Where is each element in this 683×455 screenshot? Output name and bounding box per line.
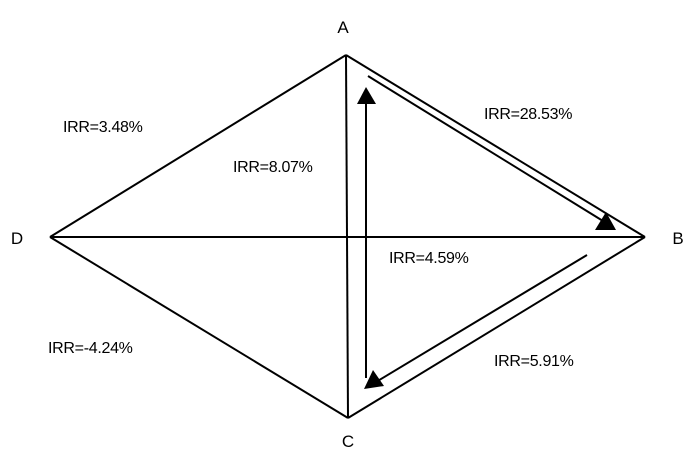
arrowhead-at-b-icon bbox=[595, 212, 616, 230]
edge-label-d-c: IRR=-4.24% bbox=[48, 340, 133, 357]
vertex-label-c: C bbox=[342, 432, 354, 451]
edge-b-c bbox=[347, 236, 646, 419]
arrowhead-at-a-icon bbox=[357, 87, 376, 104]
flow-c-to-a-arrow bbox=[357, 87, 376, 378]
edge-label-b-c: IRR=5.91% bbox=[494, 353, 574, 370]
edge-d-a bbox=[49, 54, 347, 238]
edge-a-b bbox=[345, 54, 646, 238]
arrowhead-at-c-icon bbox=[364, 370, 384, 389]
flow-a-to-b-arrow bbox=[367, 75, 616, 230]
edge-c-d bbox=[49, 236, 349, 419]
edge-label-d-b: IRR=4.59% bbox=[389, 250, 469, 267]
vertex-label-b: B bbox=[672, 229, 683, 248]
vertex-label-a: A bbox=[337, 18, 349, 37]
edge-label-d-a: IRR=3.48% bbox=[63, 119, 143, 136]
vertex-label-d: D bbox=[11, 229, 23, 248]
edge-label-a-b: IRR=28.53% bbox=[484, 106, 572, 123]
edge-label-a-c: IRR=8.07% bbox=[233, 159, 313, 176]
flow-b-to-c-arrow bbox=[364, 254, 588, 389]
